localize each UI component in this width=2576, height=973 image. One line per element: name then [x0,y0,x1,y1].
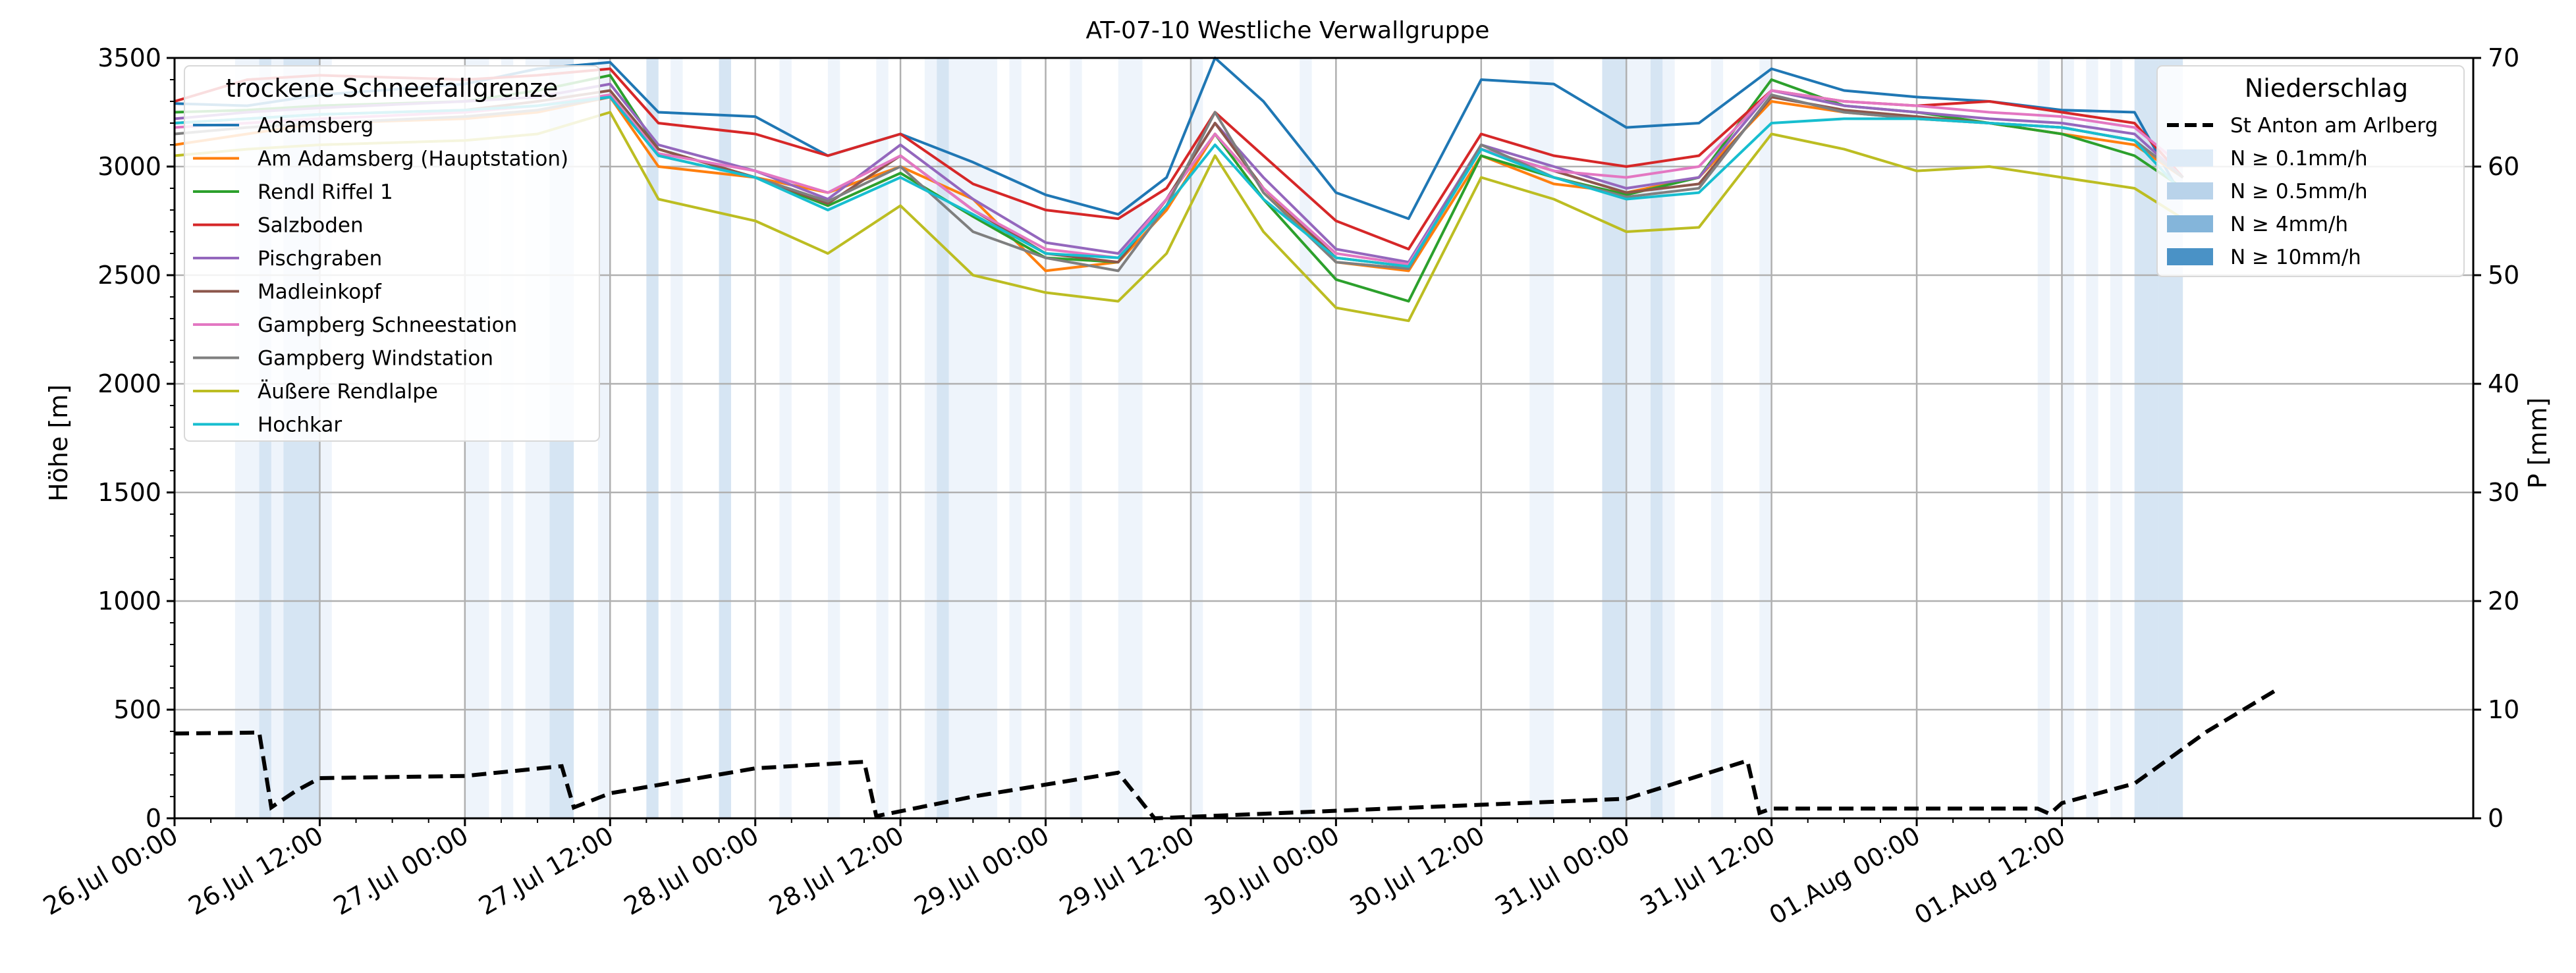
precip-band [1711,58,1724,818]
legend-item: St Anton am Arlberg [2230,114,2438,138]
y2-tick-label: 10 [2488,695,2519,724]
precip-band [1602,58,1627,818]
chart-title: AT-07-10 Westliche Verwallgruppe [1086,17,1490,44]
legend-title: Niederschlag [2245,74,2408,103]
precip-band [2110,58,2123,818]
precip-band [2134,58,2159,818]
precip-band [779,58,792,818]
x-tick-label: 31.Jul 12:00 [1635,821,1780,921]
legend-item: Rendl Riffel 1 [258,180,393,204]
precip-line-group [174,686,2281,821]
precip-band [1190,58,1203,818]
precip-band [1650,58,1663,818]
legend-precipitation: Niederschlag St Anton am Arlberg N ≥ 0.1mm… [2156,65,2465,277]
precip-band [1626,58,1651,818]
legend-swatch [2167,182,2213,199]
legend-swatch [2167,215,2213,232]
y-tick-label: 3000 [97,152,161,181]
plot-frame [173,57,2475,820]
legend-item: Am Adamsberg (Hauptstation) [258,147,568,171]
precip-band [646,58,659,818]
legend-item: Gampberg Schneestation [258,313,517,337]
x-tick-label: 30.Jul 12:00 [1345,821,1489,921]
legend-item: N ≥ 4mm/h [2230,213,2348,236]
x-tick-label: 31.Jul 00:00 [1490,821,1634,921]
precip-band [2086,58,2098,818]
y-tick-label: 0 [146,804,161,833]
x-tick-label: 28.Jul 00:00 [619,821,763,921]
x-tick-label: 29.Jul 12:00 [1055,821,1199,921]
legend-swatch [2167,149,2213,167]
y2-tick-label: 20 [2488,587,2519,616]
x-tick-label: 26.Jul 00:00 [38,821,182,921]
legend-item: N ≥ 0.5mm/h [2230,180,2368,203]
y2-tick-label: 30 [2488,478,2519,507]
precip-band [1118,58,1143,818]
x-tick-label: 26.Jul 12:00 [184,821,328,921]
precip-band [827,58,840,818]
x-tick-label: 01.Aug 12:00 [1909,821,2070,930]
y2-tick-label: 40 [2488,369,2519,398]
x-tick-label: 30.Jul 00:00 [1200,821,1344,921]
x-tick-label: 27.Jul 12:00 [474,821,618,921]
precip-band [1759,58,1772,818]
x-tick-label: 01.Aug 00:00 [1765,821,1925,930]
precip-band [1529,58,1554,818]
y-tick-label: 500 [113,695,161,724]
legend-item: Salzboden [258,214,364,238]
axes-frame [173,57,2475,820]
y2-tick-label: 0 [2488,804,2504,833]
y-tick-label: 2000 [97,369,161,398]
precip-band [1009,58,1022,818]
legend-title: trockene Schneefallgrenze [226,74,559,103]
legend-item: N ≥ 10mm/h [2230,246,2361,269]
precip-band [876,58,889,818]
legend-item: Hochkar [258,413,342,437]
precip-band [1300,58,1312,818]
precip-band [2037,58,2050,818]
y2-tick-label: 50 [2488,261,2519,290]
y2-tick-label: 60 [2488,152,2519,181]
y2-tick-label: 70 [2488,43,2519,72]
legend-item: Madleinkopf [258,280,382,304]
precip-band [2062,58,2074,818]
precip-band [924,58,937,818]
y-tick-label: 2500 [97,261,161,290]
x-tick-label: 27.Jul 00:00 [329,821,473,921]
legend-box [184,65,600,442]
x-tick-label: 28.Jul 12:00 [764,821,908,921]
precip-band [1662,58,1675,818]
precip-series-line [174,686,2281,821]
legend-item: N ≥ 0.1mm/h [2230,147,2368,171]
x-tick-label: 29.Jul 00:00 [910,821,1054,921]
y-tick-label: 1500 [97,478,161,507]
legend-item: Gampberg Windstation [258,347,493,371]
precip-band [671,58,683,818]
precip-band [597,58,611,818]
legend-item: Pischgraben [258,247,382,271]
y-axis-label: Höhe [m] [44,384,73,502]
y2-axis-label: P [mm] [2523,398,2552,489]
precip-band [719,58,731,818]
legend-item: Äußere Rendlalpe [258,380,438,404]
y-tick-label: 3500 [97,43,161,72]
y-tick-label: 1000 [97,587,161,616]
legend-box [2156,65,2465,277]
legend-item: Adamsberg [258,114,373,138]
legend-snowfall: trockene Schneefallgrenze Adamsberg Am Ada… [184,65,600,442]
legend-swatch [2167,248,2213,265]
precip-band [1070,58,1082,818]
